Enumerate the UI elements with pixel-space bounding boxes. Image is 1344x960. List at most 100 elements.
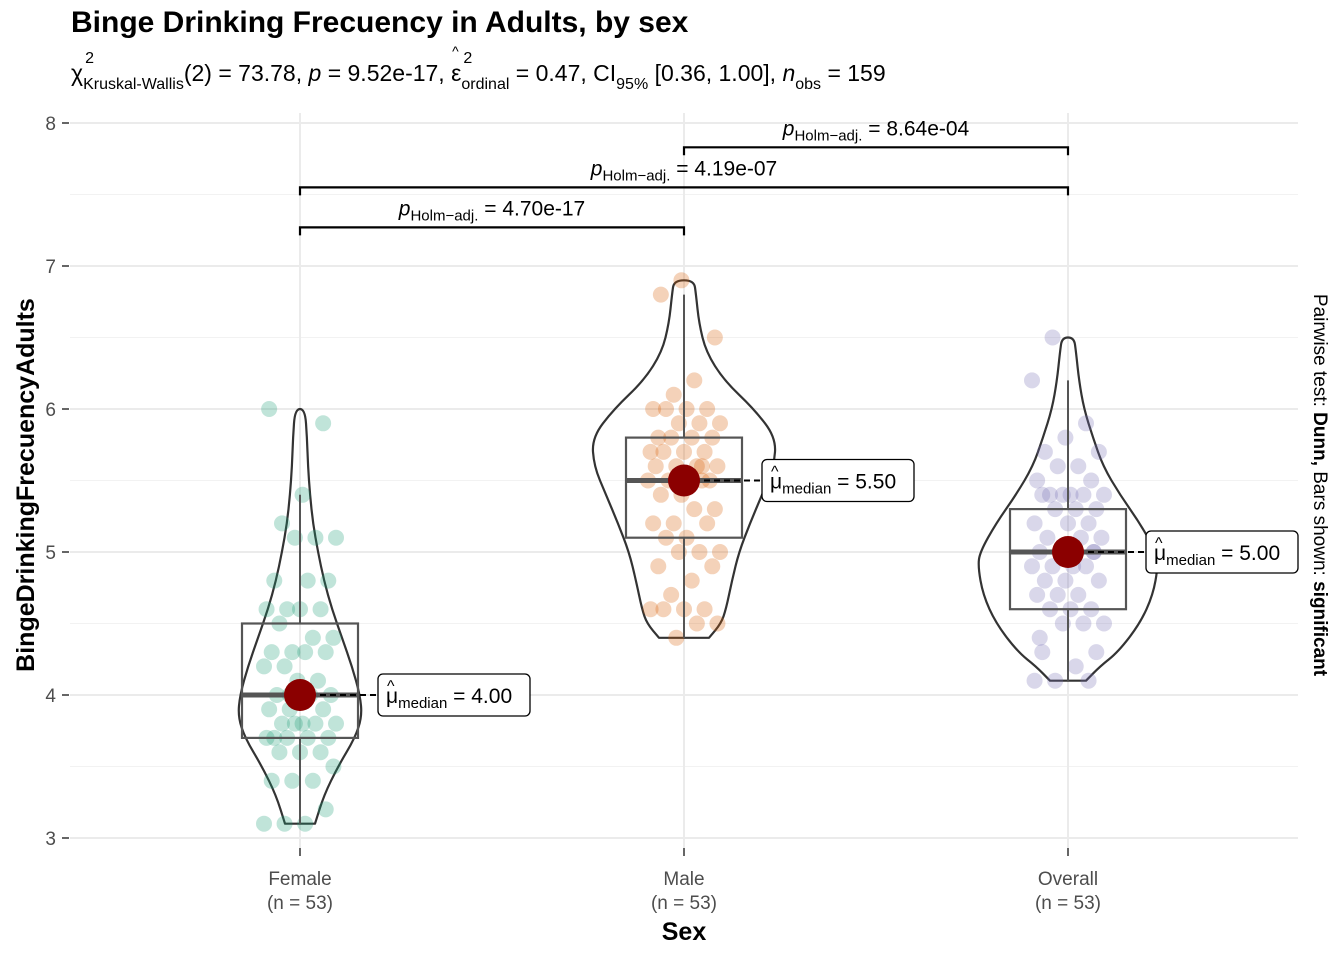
effect-sub: ordinal <box>461 76 510 93</box>
data-point <box>1024 372 1040 389</box>
data-point <box>263 644 280 661</box>
data-point <box>694 458 710 475</box>
data-point <box>1034 486 1051 503</box>
data-point <box>1075 486 1092 503</box>
data-point <box>317 801 334 818</box>
median-hat: ^ <box>387 678 395 695</box>
box-iqr <box>1008 508 1128 611</box>
data-point <box>704 558 721 575</box>
data-point <box>1044 329 1061 346</box>
data-point <box>294 715 311 732</box>
effect-sup: 2 <box>463 50 473 67</box>
stat-sup: 2 <box>85 50 94 67</box>
data-point <box>655 601 672 618</box>
data-point <box>665 515 682 532</box>
data-point <box>1026 515 1043 532</box>
data-point <box>1049 458 1066 475</box>
data-point <box>1057 572 1074 589</box>
data-point <box>1088 644 1105 661</box>
data-point <box>650 558 667 575</box>
x-tick-label: Male <box>663 869 704 890</box>
x-axis-title: Sex <box>662 918 707 946</box>
data-point <box>655 443 672 460</box>
data-point <box>686 501 703 518</box>
data-point <box>709 458 726 475</box>
violin-overall <box>977 336 1159 682</box>
data-point <box>691 544 708 560</box>
data-point <box>258 601 275 618</box>
median-label-box <box>377 673 531 717</box>
x-tick-label: Female <box>268 869 331 890</box>
violins <box>237 279 1159 825</box>
data-point <box>1031 629 1048 646</box>
data-point <box>276 815 293 832</box>
data-point <box>286 529 303 546</box>
median-point <box>284 679 316 711</box>
data-point <box>686 372 703 389</box>
data-point <box>699 515 716 532</box>
y-tick-label: 6 <box>45 400 56 421</box>
data-point <box>673 272 690 289</box>
data-point <box>1042 486 1058 503</box>
data-point <box>696 601 713 618</box>
data-point <box>279 601 296 618</box>
data-point <box>1090 572 1107 589</box>
median-label-box <box>761 458 915 503</box>
y-tick-label: 5 <box>45 543 56 564</box>
data-point <box>263 772 280 789</box>
data-point <box>691 415 708 432</box>
data-point <box>1036 443 1053 460</box>
data-point <box>1083 472 1100 489</box>
data-point <box>1080 672 1097 689</box>
data-point <box>261 701 278 718</box>
n-label: n <box>782 60 796 86</box>
chart-title: Binge Drinking Frecuency in Adults, by s… <box>71 6 689 39</box>
median-markers: μmedian = 4.00^μmedian = 5.50^μmedian = … <box>284 458 1299 717</box>
stat-value: (2) = 73.78, <box>183 60 303 86</box>
y-tick-label: 7 <box>45 257 56 278</box>
data-point <box>709 615 726 632</box>
data-point <box>665 386 682 403</box>
x-tick-n-label: (n = 53) <box>267 893 333 914</box>
y-tick-label: 4 <box>45 686 56 707</box>
data-point <box>676 443 692 460</box>
data-point <box>670 544 687 560</box>
data-point <box>1090 443 1107 460</box>
data-point <box>712 415 728 432</box>
data-point <box>658 401 674 417</box>
data-point <box>706 501 723 518</box>
data-point <box>315 701 332 718</box>
data-point <box>683 572 700 589</box>
data-point <box>1049 586 1066 603</box>
data-point <box>1067 658 1084 675</box>
data-point <box>1096 486 1112 503</box>
ci-value: [0.36, 1.00], <box>654 60 777 86</box>
data-point <box>668 629 685 646</box>
effect-hat: ^ <box>452 43 459 59</box>
data-point <box>1078 415 1094 432</box>
right-caption: Pairwise test: Dunn, Bars shown: signifi… <box>1309 294 1330 677</box>
data-point <box>304 629 321 646</box>
box-iqr <box>624 436 744 539</box>
pairwise-label: pHolm−adj. = 4.19e-07 <box>590 157 777 184</box>
n-value: = 159 <box>827 60 886 86</box>
data-point <box>706 329 723 346</box>
data-point <box>307 715 324 732</box>
data-point <box>276 658 293 675</box>
data-point <box>315 415 332 432</box>
data-point <box>652 486 669 503</box>
x-axis: Female (n = 53) Male (n = 53) Overall (n = 53… <box>267 848 1101 914</box>
data-point <box>1029 586 1046 603</box>
data-point <box>307 529 324 546</box>
data-point <box>652 286 669 303</box>
data-point <box>1024 558 1040 575</box>
data-point <box>256 658 272 675</box>
data-point <box>310 672 326 689</box>
data-point <box>266 572 283 589</box>
p-label: p <box>308 60 322 86</box>
data-point <box>1054 615 1071 632</box>
data-point <box>304 772 321 789</box>
data-point <box>299 572 316 589</box>
median-point <box>1052 536 1084 568</box>
data-point <box>1096 615 1112 632</box>
